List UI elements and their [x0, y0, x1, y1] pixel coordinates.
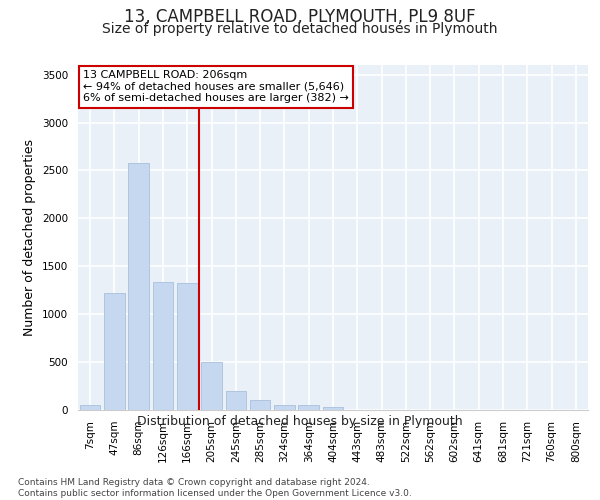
Text: Size of property relative to detached houses in Plymouth: Size of property relative to detached ho…: [102, 22, 498, 36]
Bar: [177, 282, 197, 410]
Bar: [104, 293, 125, 410]
Bar: [250, 400, 271, 410]
Text: 13 CAMPBELL ROAD: 206sqm
← 94% of detached houses are smaller (5,646)
6% of semi: 13 CAMPBELL ROAD: 206sqm ← 94% of detach…: [83, 70, 349, 103]
Bar: [201, 362, 222, 410]
Bar: [226, 392, 246, 410]
Y-axis label: Number of detached properties: Number of detached properties: [23, 139, 37, 336]
Bar: [298, 405, 319, 410]
Bar: [128, 163, 149, 410]
Bar: [274, 405, 295, 410]
Bar: [152, 282, 173, 410]
Bar: [323, 407, 343, 410]
Text: 13, CAMPBELL ROAD, PLYMOUTH, PL9 8UF: 13, CAMPBELL ROAD, PLYMOUTH, PL9 8UF: [124, 8, 476, 26]
Bar: [80, 404, 100, 410]
Text: Contains HM Land Registry data © Crown copyright and database right 2024.
Contai: Contains HM Land Registry data © Crown c…: [18, 478, 412, 498]
Text: Distribution of detached houses by size in Plymouth: Distribution of detached houses by size …: [137, 415, 463, 428]
